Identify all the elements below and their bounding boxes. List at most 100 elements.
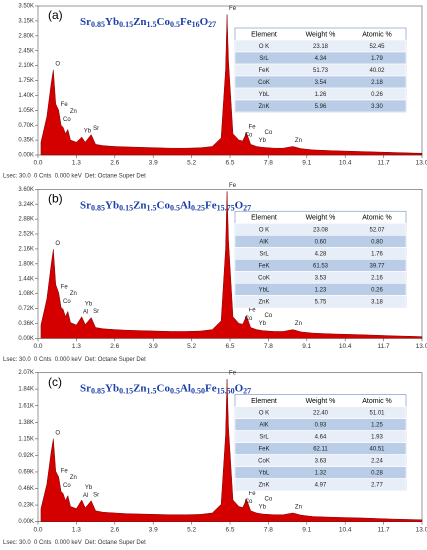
table-cell: 2.24 bbox=[371, 459, 383, 465]
x-tick-label: 10.4 bbox=[339, 160, 352, 167]
table-header: Weight % bbox=[306, 398, 336, 405]
x-tick-label: 6.5 bbox=[225, 343, 234, 350]
peak-label: Co bbox=[63, 483, 71, 489]
y-tick-label: 0.72K bbox=[18, 306, 34, 312]
table-cell: 1.79 bbox=[371, 56, 383, 62]
table-cell: YbL bbox=[259, 287, 270, 293]
peak-label: O bbox=[55, 430, 60, 436]
x-tick-label: 0.0 bbox=[33, 526, 42, 533]
x-tick-label: 6.5 bbox=[225, 526, 234, 533]
y-tick-label: 0.23K bbox=[18, 503, 34, 509]
x-tick-label: 7.8 bbox=[264, 343, 273, 350]
x-tick-label: 11.7 bbox=[378, 343, 391, 350]
x-tick-label: 13.0 bbox=[416, 526, 427, 533]
peak-label: Yb bbox=[259, 505, 267, 511]
peak-label: Co bbox=[264, 313, 272, 319]
x-tick-label: 2.6 bbox=[110, 343, 119, 350]
table-cell: ZnK bbox=[258, 483, 269, 489]
table-cell: YbL bbox=[259, 471, 270, 477]
table-cell: O K bbox=[259, 44, 269, 50]
peak-label: Yb bbox=[259, 138, 267, 144]
formula-title: Sr0.85Yb0.15Zn1.5Co0.5Al0.50Fe15.50O27 bbox=[80, 382, 251, 395]
table-cell: 62.11 bbox=[313, 447, 328, 453]
table-cell: 4.64 bbox=[315, 435, 327, 441]
table-cell: 40.51 bbox=[369, 447, 385, 453]
table-cell: 52.45 bbox=[369, 44, 385, 50]
x-tick-label: 13.0 bbox=[416, 343, 427, 350]
peak-label: Fe bbox=[61, 469, 69, 475]
table-cell: 3.53 bbox=[315, 275, 327, 281]
y-tick-label: 2.80K bbox=[18, 33, 34, 39]
x-tick-label: 6.5 bbox=[225, 160, 234, 167]
peak-label: Al bbox=[83, 310, 88, 316]
peak-label: Yb bbox=[85, 485, 93, 491]
table-cell: 1.23 bbox=[315, 287, 327, 293]
y-tick-label: 3.60K bbox=[18, 187, 34, 193]
table-cell: 2.18 bbox=[371, 80, 383, 86]
table-cell: CoK bbox=[258, 275, 270, 281]
table-cell: CoK bbox=[258, 80, 270, 86]
table-cell: AlK bbox=[259, 423, 268, 429]
table-cell: 1.93 bbox=[371, 435, 383, 441]
table-cell: 1.76 bbox=[371, 251, 383, 257]
table-header: Atomic % bbox=[362, 31, 392, 38]
table-cell: 0.28 bbox=[371, 471, 383, 477]
x-tick-label: 11.7 bbox=[378, 160, 391, 167]
y-tick-label: 2.45K bbox=[18, 48, 34, 54]
table-cell: 5.75 bbox=[315, 299, 327, 305]
peak-label: Zn bbox=[70, 291, 77, 297]
x-tick-label: 5.2 bbox=[187, 160, 196, 167]
x-tick-label: 11.7 bbox=[378, 526, 391, 533]
panel-label: (a) bbox=[48, 8, 63, 22]
spectrum bbox=[40, 14, 423, 156]
table-row bbox=[234, 478, 407, 491]
table-cell: 51.73 bbox=[313, 68, 329, 74]
table-cell: 23.18 bbox=[313, 44, 329, 50]
table-cell: 1.32 bbox=[315, 471, 327, 477]
table-cell: 3.63 bbox=[315, 459, 327, 465]
table-cell: 4.28 bbox=[315, 251, 327, 257]
table-header: Element bbox=[251, 31, 277, 38]
peak-label: Yb bbox=[84, 129, 92, 135]
x-tick-label: 7.8 bbox=[264, 526, 273, 533]
y-tick-label: 2.10K bbox=[18, 63, 34, 69]
x-tick-label: 3.9 bbox=[149, 526, 158, 533]
table-cell: 40.02 bbox=[369, 68, 385, 74]
peak-label: Zn bbox=[295, 505, 302, 511]
peak-label: Yb bbox=[85, 302, 93, 308]
peak-label: Zn bbox=[295, 321, 302, 327]
y-tick-label: 0.35K bbox=[18, 138, 34, 144]
table-cell: 0.26 bbox=[371, 287, 383, 293]
peak-label: Sr bbox=[93, 126, 99, 132]
x-tick-label: 10.4 bbox=[339, 526, 352, 533]
x-tick-label: 5.2 bbox=[187, 526, 196, 533]
panel: 0.00K 0.36K 0.72K 1.08K 1.44K 1.80K 2.16K 2.52K… bbox=[3, 183, 427, 363]
y-tick-label: 2.52K bbox=[18, 232, 34, 238]
table-cell: 0.93 bbox=[315, 423, 327, 429]
peak-label: O bbox=[55, 61, 60, 67]
y-tick-label: 3.24K bbox=[18, 202, 34, 208]
x-tick-label: 0.0 bbox=[33, 343, 42, 350]
peak-label: Sr bbox=[93, 492, 99, 498]
peak-label: Co bbox=[63, 299, 71, 305]
table-cell: 51.01 bbox=[369, 411, 385, 417]
y-tick-label: 3.50K bbox=[18, 4, 34, 10]
y-tick-label: 0.46K bbox=[18, 486, 34, 492]
y-tick-label: 1.80K bbox=[18, 261, 34, 267]
y-tick-label: 0.69K bbox=[18, 470, 34, 476]
y-tick-label: 1.84K bbox=[18, 387, 34, 393]
y-tick-label: 0.00K bbox=[18, 519, 34, 525]
peak-label: Fe bbox=[249, 124, 257, 130]
table-cell: 4.34 bbox=[315, 56, 327, 62]
peak-label: Sr bbox=[93, 309, 99, 315]
peak-label: Co bbox=[245, 316, 253, 322]
x-tick-label: 13.0 bbox=[416, 160, 427, 167]
panel-label: (b) bbox=[48, 191, 63, 205]
footer: Lsec: 30.0 0 Cnts 0.000 keV Det: Octane … bbox=[3, 357, 146, 363]
peak-label: Fe bbox=[249, 491, 257, 497]
y-tick-label: 2.07K bbox=[18, 370, 34, 376]
peak-label: Zn bbox=[295, 138, 302, 144]
y-tick-label: 1.61K bbox=[18, 403, 34, 409]
panel-label: (c) bbox=[48, 375, 62, 389]
